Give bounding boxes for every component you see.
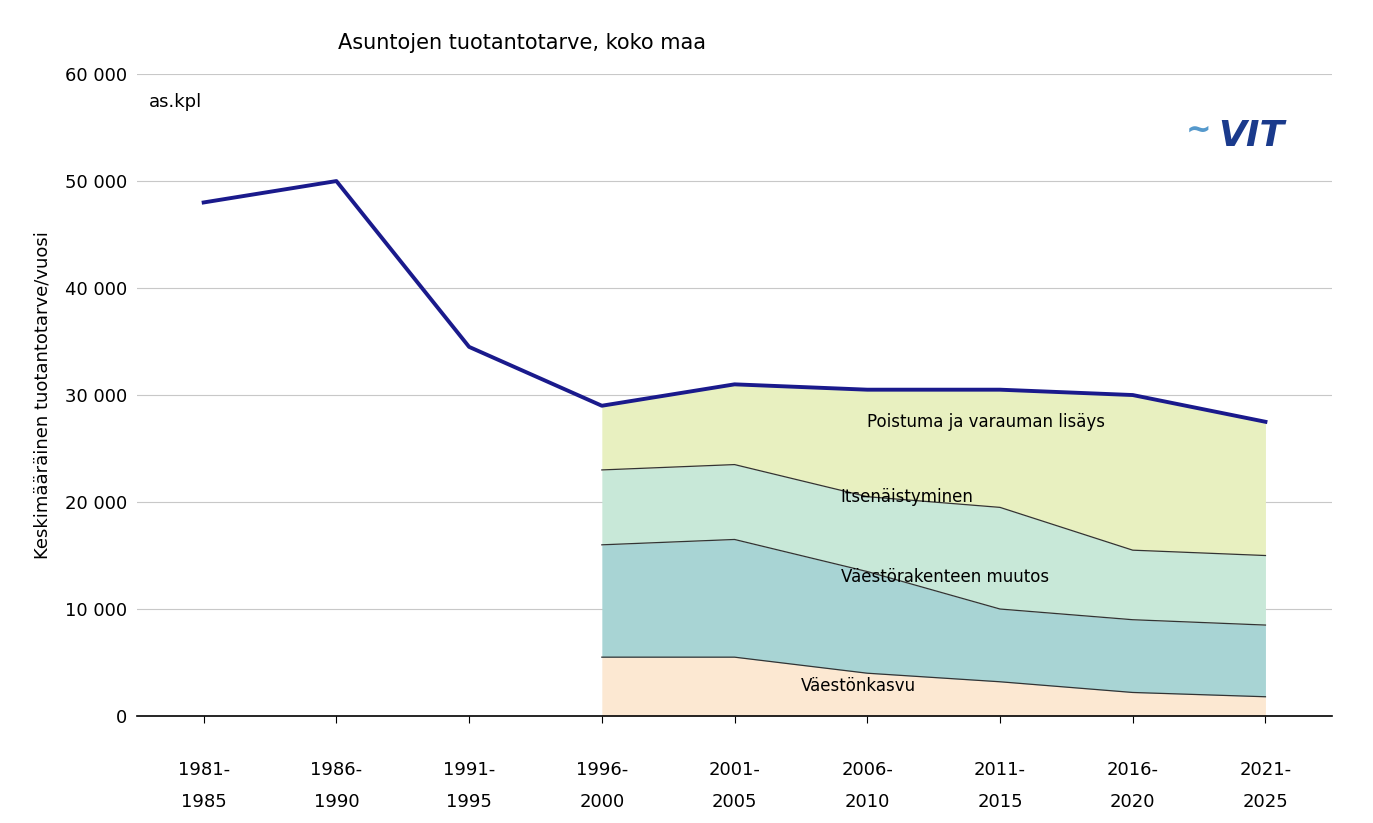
Text: 2000: 2000 bbox=[579, 793, 625, 811]
Text: Väestörakenteen muutos: Väestörakenteen muutos bbox=[840, 568, 1049, 586]
Text: 2001-: 2001- bbox=[708, 761, 761, 779]
Text: ~: ~ bbox=[1186, 116, 1212, 145]
Text: 1986-: 1986- bbox=[310, 761, 362, 779]
Text: 1996-: 1996- bbox=[575, 761, 627, 779]
Text: 2011-: 2011- bbox=[973, 761, 1026, 779]
Text: 1981-: 1981- bbox=[177, 761, 229, 779]
Text: 2020: 2020 bbox=[1109, 793, 1156, 811]
Text: 1985: 1985 bbox=[181, 793, 227, 811]
Text: 2021-: 2021- bbox=[1240, 761, 1292, 779]
Text: 2006-: 2006- bbox=[842, 761, 894, 779]
Text: 1990: 1990 bbox=[313, 793, 360, 811]
Text: 2005: 2005 bbox=[711, 793, 758, 811]
Text: VIT: VIT bbox=[1218, 119, 1285, 153]
Text: 1991-: 1991- bbox=[443, 761, 496, 779]
Text: Poistuma ja varauman lisäys: Poistuma ja varauman lisäys bbox=[868, 413, 1105, 430]
Text: Asuntojen tuotantotarve, koko maa: Asuntojen tuotantotarve, koko maa bbox=[338, 33, 706, 53]
Text: 2010: 2010 bbox=[844, 793, 890, 811]
Text: 1995: 1995 bbox=[446, 793, 492, 811]
Text: as.kpl: as.kpl bbox=[150, 93, 202, 111]
Text: 2015: 2015 bbox=[978, 793, 1023, 811]
Y-axis label: Keskimääräinen tuotantotarve/vuosi: Keskimääräinen tuotantotarve/vuosi bbox=[33, 231, 51, 559]
Text: 2016-: 2016- bbox=[1107, 761, 1159, 779]
Text: Väestönkasvu: Väestönkasvu bbox=[800, 677, 916, 695]
Text: 2025: 2025 bbox=[1243, 793, 1288, 811]
Text: Itsenäistyminen: Itsenäistyminen bbox=[840, 488, 973, 505]
